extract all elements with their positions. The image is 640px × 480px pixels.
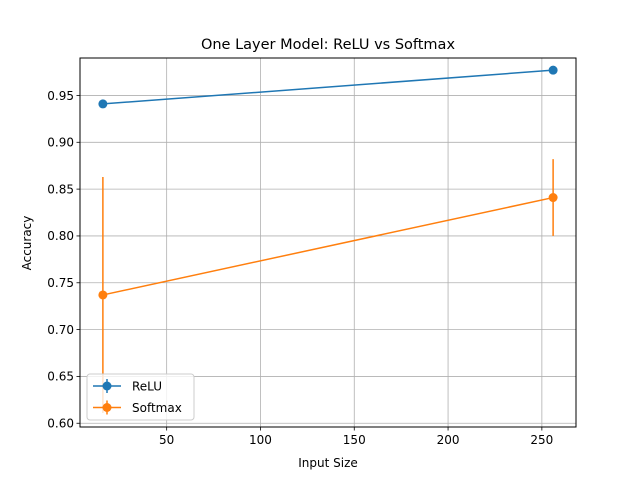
plot-frame (79, 57, 577, 428)
ticks: 50 100 150 200 250 0.60 0.65 0.70 0.75 0.80 0.85 0.… (47, 89, 553, 447)
x-tick-label: 100 (249, 433, 272, 447)
legend-entry-relu: ReLU (93, 379, 162, 393)
legend-label: Softmax (132, 401, 182, 415)
x-tick-label: 250 (530, 433, 553, 447)
x-tick-label: 200 (437, 433, 460, 447)
series-relu (98, 65, 558, 109)
y-tick-label: 0.65 (47, 370, 74, 384)
legend-entry-softmax: Softmax (93, 400, 182, 415)
data-point (98, 290, 108, 300)
data-point (548, 193, 558, 203)
x-axis-label: Input Size (298, 456, 358, 470)
y-tick-label: 0.95 (47, 89, 74, 103)
y-tick-label: 0.90 (47, 136, 74, 150)
y-tick-label: 0.60 (47, 417, 74, 431)
data-point (98, 99, 108, 109)
legend: ReLU Softmax (86, 373, 195, 421)
y-axis-label: Accuracy (20, 216, 34, 271)
legend-marker (102, 381, 112, 391)
series-line (102, 69, 554, 105)
chart-title: One Layer Model: ReLU vs Softmax (201, 37, 455, 53)
y-tick-label: 0.70 (47, 323, 74, 337)
legend-marker (102, 403, 112, 412)
y-tick-label: 0.75 (47, 276, 74, 290)
x-tick-label: 150 (343, 433, 366, 447)
y-tick-label: 0.85 (47, 182, 74, 196)
x-tick-label: 50 (159, 433, 174, 447)
data-point (548, 65, 558, 75)
y-tick-label: 0.80 (47, 229, 74, 243)
legend-label: ReLU (132, 379, 162, 393)
legend-entries: ReLU Softmax (93, 379, 182, 415)
series-line (102, 196, 554, 296)
